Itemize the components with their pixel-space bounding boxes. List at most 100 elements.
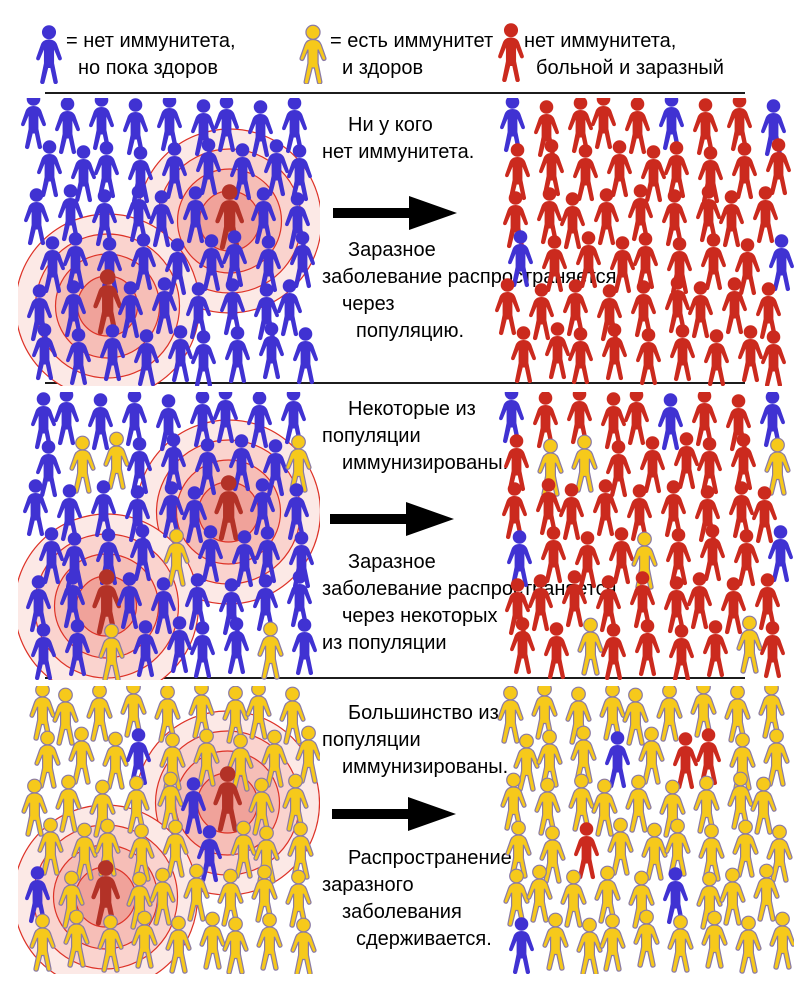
explanation-bottom-3: Распространение заразного заболевания сд…: [322, 845, 534, 953]
person-figure: [734, 529, 759, 587]
person-figure: [732, 819, 759, 878]
separator-line: [45, 382, 745, 384]
person-figure: [21, 92, 46, 150]
person-figure: [761, 330, 786, 388]
person-figure: [669, 624, 694, 682]
text-line: через некоторых: [342, 605, 498, 627]
text-line: Распространение: [348, 847, 512, 869]
person-figure: [670, 324, 695, 382]
person-figure: [601, 392, 626, 450]
person-figure: [624, 388, 649, 446]
person-figure: [545, 322, 570, 380]
person-figure: [701, 233, 726, 291]
arrow-icon: [332, 797, 456, 831]
person-figure: [756, 282, 781, 340]
separator-line: [45, 92, 745, 94]
population-after-panel-3: [492, 679, 796, 976]
person-figure: [763, 728, 790, 787]
person-figure: [256, 912, 283, 971]
person-figure: [658, 393, 683, 451]
text-line: популяции: [322, 425, 421, 447]
person-figure: [601, 623, 626, 681]
person-figure: [222, 916, 249, 975]
person-figure: [542, 235, 567, 293]
text-line: но пока здоров: [78, 57, 218, 79]
person-figure: [719, 190, 744, 248]
person-figure: [563, 279, 588, 337]
person-figure: [123, 98, 148, 156]
population-after-panel-1: [492, 92, 794, 388]
person-figure: [591, 778, 618, 837]
legend-label-immune: = есть иммунитет и здоров: [330, 28, 493, 82]
person-figure: [54, 388, 79, 446]
person-figure: [122, 389, 147, 447]
person-figure: [736, 615, 763, 674]
text-line: Некоторые из: [348, 398, 476, 420]
person-figure: [529, 283, 554, 341]
person-figure: [622, 687, 649, 746]
person-figure: [495, 278, 520, 336]
person-figure: [627, 484, 652, 542]
separator-line: [45, 677, 745, 679]
person-figure: [86, 683, 113, 742]
text-line: популяции: [322, 729, 421, 751]
person-figure: [292, 618, 317, 676]
text-line: нет иммунитета.: [322, 141, 475, 163]
explanation-top-1: Ни у кого нет иммунитета.: [322, 112, 534, 166]
text-line: = есть иммунитет: [330, 30, 494, 52]
person-figure: [52, 687, 79, 746]
text-line: из популяции: [322, 632, 447, 654]
person-figure: [760, 621, 785, 679]
text-line: Большинство из: [348, 702, 499, 724]
population-after-panel-2: [492, 386, 794, 682]
person-figure: [568, 96, 593, 154]
person-figure: [290, 917, 317, 976]
person-figure: [635, 619, 660, 677]
person-figure: [764, 437, 791, 496]
explanation-top-3: Большинство из популяции иммунизированы.: [322, 700, 534, 781]
person-figure: [688, 281, 713, 339]
person-figure: [34, 730, 61, 789]
person-figure: [541, 526, 566, 584]
person-figure: [24, 188, 49, 246]
text-line: иммунизированы.: [342, 452, 509, 474]
person-figure: [55, 97, 80, 155]
person-figure: [687, 572, 712, 630]
person-figure: [753, 186, 778, 244]
text-line: популяцию.: [356, 320, 465, 342]
text-line: заразного: [322, 874, 414, 896]
person-figure: [560, 192, 585, 250]
population-before-panel-2: [13, 386, 322, 699]
legend-label-susceptible: = нет иммунитета, но пока здоров: [66, 28, 236, 82]
person-figure: [599, 682, 626, 741]
text-line: через: [342, 293, 395, 315]
person-figure: [721, 577, 746, 635]
person-figure: [574, 822, 599, 880]
person-figure: [755, 573, 780, 631]
text-line: = нет иммунитета,: [66, 30, 236, 52]
text-line: и здоров: [342, 57, 424, 79]
arrow-icon: [333, 196, 457, 230]
person-figure: [573, 144, 598, 202]
susceptible-person-icon: [36, 25, 62, 84]
person-figure: [568, 327, 593, 385]
text-line: сдерживается.: [356, 928, 492, 950]
person-figure: [500, 95, 525, 153]
person-figure: [692, 389, 717, 447]
person-figure: [528, 574, 553, 632]
person-figure: [282, 96, 307, 154]
person-figure: [497, 685, 524, 744]
arrow-icon: [330, 502, 454, 536]
person-figure: [103, 431, 130, 490]
person-figure: [596, 575, 621, 633]
text-line: иммунизированы.: [342, 756, 509, 778]
person-figure: [661, 480, 686, 538]
person-figure: [571, 434, 598, 493]
person-figure: [656, 683, 683, 742]
person-figure: [605, 731, 630, 789]
person-figure: [732, 142, 757, 200]
person-figure: [509, 917, 534, 975]
person-figure: [191, 330, 216, 388]
text-line: нет иммунитета,: [524, 30, 677, 52]
